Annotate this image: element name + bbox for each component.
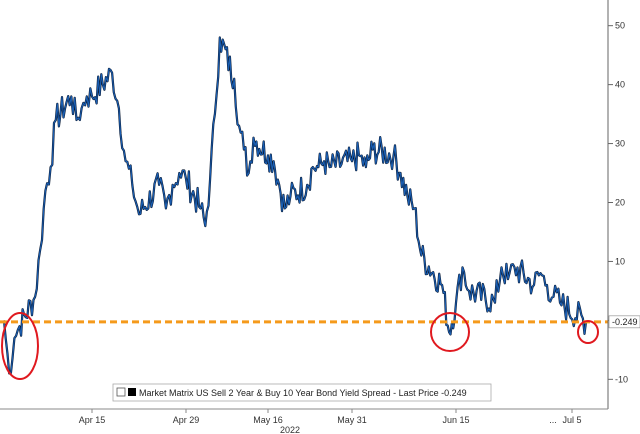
y-tick-label: 40	[615, 80, 625, 90]
series-line	[3, 36, 587, 374]
x-tick-label: ...	[549, 415, 557, 425]
y-tick-label: -10	[615, 374, 628, 384]
legend-box	[112, 383, 492, 402]
legend: Market Matrix US Sell 2 Year & Buy 10 Ye…	[112, 383, 492, 402]
x-tick-label: May 31	[337, 415, 367, 425]
y-tick-label: 20	[615, 198, 625, 208]
annotation-layer	[1, 312, 599, 380]
x-tick-label: Apr 15	[79, 415, 106, 425]
legend-toggle-icon	[116, 387, 126, 397]
x-axis: Apr 15 Apr 29 May 16 May 31 Jun 15... Jul 5 20…	[0, 408, 608, 434]
annotation-circle	[577, 320, 599, 344]
y-tick-label: 10	[615, 256, 625, 266]
last-price-label: -0.249	[612, 317, 638, 327]
y-tick-label: 30	[615, 139, 625, 149]
x-tick-label: May 16	[253, 415, 283, 425]
x-tick-label: Jun 15	[442, 415, 469, 425]
y-tick-label: 50	[615, 21, 625, 31]
x-year-label: 2022	[280, 425, 300, 434]
series-layer	[2, 36, 588, 375]
legend-label: Market Matrix US Sell 2 Year & Buy 10 Ye…	[139, 388, 467, 398]
last-price-label-box	[608, 315, 640, 329]
legend-swatch	[128, 388, 136, 396]
x-tick-label: Jul 5	[562, 415, 581, 425]
y-axis: 50403020100-10-0.249	[607, 0, 640, 409]
x-tick-label: Apr 29	[173, 415, 200, 425]
annotation-circle	[1, 312, 39, 380]
annotation-circle	[430, 312, 470, 352]
